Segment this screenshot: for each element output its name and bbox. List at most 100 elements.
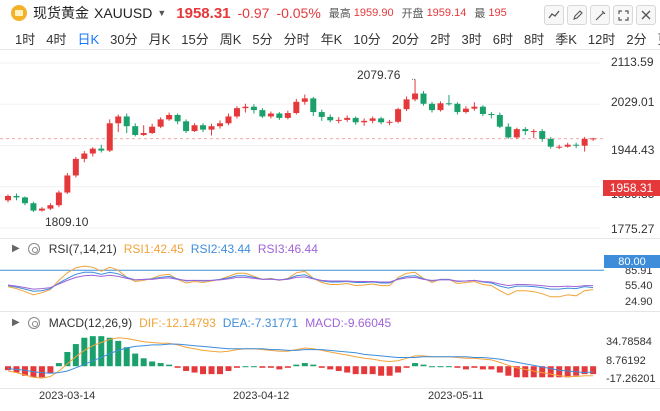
macd-y-tick: 8.76192 <box>606 355 646 367</box>
candle-body <box>378 118 385 123</box>
period-tab[interactable]: 2时 <box>430 31 451 47</box>
candle-body <box>462 108 469 113</box>
period-tab[interactable]: 季K <box>555 31 577 47</box>
macd-bar <box>123 347 130 367</box>
period-tab[interactable]: 月K <box>148 31 171 47</box>
period-tab[interactable]: 10分 <box>353 31 381 47</box>
period-tab[interactable]: 更多 <box>658 29 660 48</box>
chevron-down-icon[interactable]: ▼ <box>157 8 167 18</box>
candle-body <box>429 103 435 111</box>
candle-body <box>547 138 554 147</box>
macd-hist-value: MACD:-9.66045 <box>305 315 392 330</box>
macd-bar <box>530 366 537 378</box>
gear-icon[interactable] <box>27 316 40 329</box>
macd-bar <box>505 366 512 376</box>
macd-chart[interactable]: 34.78584 8.76192 -17.26201 <box>0 331 660 388</box>
candle-body <box>590 138 597 140</box>
macd-bar <box>454 366 461 368</box>
candle-body <box>369 118 376 121</box>
collapse-arrow-icon[interactable]: ▶ <box>12 243 20 254</box>
period-tab[interactable]: 20分 <box>391 31 420 47</box>
macd-bar <box>445 366 452 368</box>
macd-bar <box>21 366 28 376</box>
candle-body <box>403 99 410 110</box>
candle-body <box>344 117 351 120</box>
macd-bar <box>5 366 11 371</box>
candle-body <box>267 113 274 117</box>
y-tick: 1944.43 <box>611 143 655 157</box>
candle-body <box>412 93 419 100</box>
macd-bar <box>64 351 71 367</box>
candle-body <box>539 131 546 139</box>
rsi-y-tick: 85.91 <box>625 265 653 277</box>
macd-bar <box>539 366 546 378</box>
period-tab[interactable]: 年K <box>320 31 343 47</box>
macd-bar <box>267 366 274 368</box>
period-tab[interactable]: 日K <box>77 31 100 47</box>
chart-mode-icon[interactable] <box>544 5 564 25</box>
candle-body <box>140 133 147 135</box>
candle-body <box>166 114 173 120</box>
candle-body <box>98 148 105 151</box>
symbol-selector[interactable]: XAUUSD <box>94 5 153 21</box>
candle-body <box>13 195 20 198</box>
macd-bar <box>429 366 435 368</box>
candle-body <box>352 117 359 123</box>
macd-bar <box>378 366 385 376</box>
macd-bar <box>250 366 257 368</box>
candle-body <box>72 158 79 176</box>
period-tab[interactable]: 12时 <box>587 31 616 47</box>
candle-body <box>233 108 240 117</box>
macd-line-dif <box>7 337 594 379</box>
macd-bar <box>115 340 122 367</box>
gear-icon[interactable] <box>27 242 40 255</box>
period-tab[interactable]: 周K <box>219 31 242 47</box>
macd-bar <box>335 366 342 371</box>
macd-bar <box>259 366 266 368</box>
edit-icon[interactable] <box>567 5 587 25</box>
last-price-tag: 1958.31 <box>603 180 660 196</box>
period-tab[interactable]: 30分 <box>110 31 138 47</box>
candle-body <box>21 197 28 204</box>
draw-icon[interactable] <box>590 5 610 25</box>
period-tab[interactable]: 8时 <box>523 31 545 47</box>
period-tab[interactable]: 1时 <box>15 31 36 47</box>
macd-bar <box>174 366 181 368</box>
macd-bar <box>462 366 469 370</box>
macd-bar <box>513 366 520 378</box>
candle-body <box>318 112 325 117</box>
macd-svg <box>5 336 597 379</box>
candle-body <box>276 113 283 118</box>
rsi-ref-tag: 80.00 <box>604 255 660 268</box>
y-tick: 1775.27 <box>611 222 655 236</box>
candle-body <box>225 116 232 124</box>
close-icon[interactable] <box>636 5 656 25</box>
macd-header: ▶ MACD(12,26,9) DIF:-12.14793 DEA:-7.317… <box>0 314 660 331</box>
divider <box>0 238 660 239</box>
low-label: 最 <box>474 8 486 20</box>
period-tab[interactable]: 5分 <box>252 31 273 47</box>
fullscreen-icon[interactable] <box>613 5 633 25</box>
period-tab[interactable]: 3时 <box>461 31 482 47</box>
period-tab[interactable]: 分时 <box>283 31 310 47</box>
rsi1-value: RSI1:42.45 <box>123 241 184 256</box>
candle-body <box>573 144 580 146</box>
macd-bar <box>233 366 240 368</box>
rsi-chart[interactable]: 85.91 55.40 24.90 <box>0 258 660 308</box>
macd-bar <box>420 364 427 367</box>
candle-body <box>293 101 300 114</box>
candlestick-chart[interactable]: 2113.59 2029.01 1944.43 1859.85 1775.27 … <box>0 50 660 237</box>
candle-body <box>284 113 291 118</box>
candle-body <box>437 103 444 111</box>
period-tab[interactable]: 6时 <box>492 31 513 47</box>
macd-bar <box>581 366 588 375</box>
period-tab[interactable]: 15分 <box>181 31 209 47</box>
collapse-arrow-icon[interactable]: ▶ <box>12 317 20 328</box>
candle-body <box>496 114 503 127</box>
rsi-line-rsi1 <box>7 265 594 298</box>
period-tab[interactable]: 4时 <box>46 31 67 47</box>
macd-bar <box>208 366 215 375</box>
open-value: 1959.14 <box>426 7 467 19</box>
period-tab[interactable]: 2分 <box>626 31 647 47</box>
rsi-line-rsi3 <box>7 274 594 290</box>
